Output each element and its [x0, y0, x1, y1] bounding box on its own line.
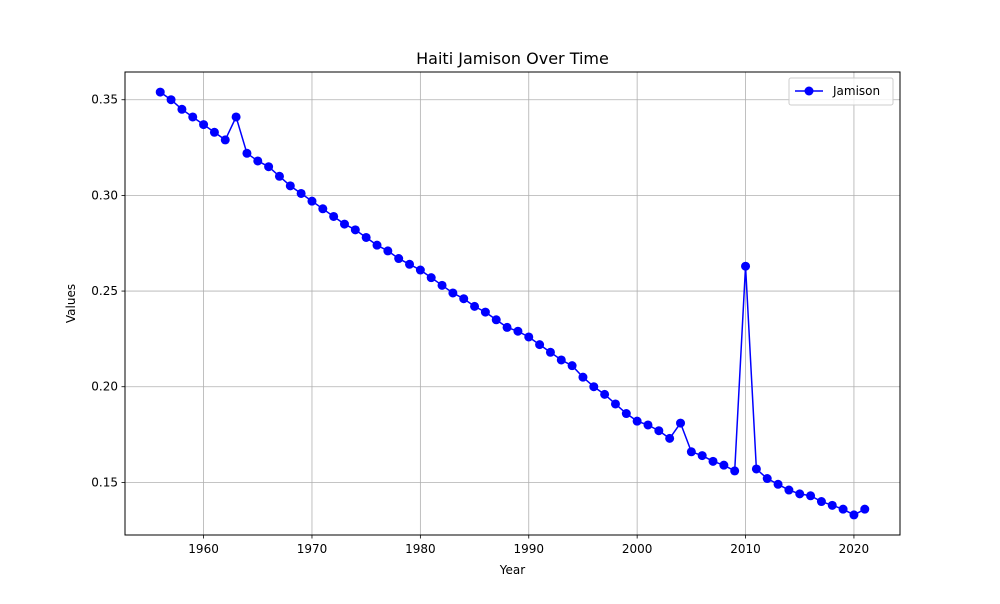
- data-point[interactable]: [545, 347, 555, 357]
- series-line-jamison: [159, 91, 866, 516]
- data-point[interactable]: [199, 120, 209, 130]
- plot-frame: [124, 71, 901, 536]
- x-tick-label: 2000: [622, 542, 653, 556]
- data-point[interactable]: [491, 315, 501, 325]
- data-point[interactable]: [556, 355, 566, 365]
- data-point[interactable]: [448, 288, 458, 298]
- data-point[interactable]: [708, 456, 718, 466]
- y-axis-label: Values: [64, 284, 78, 323]
- data-point[interactable]: [849, 510, 859, 520]
- data-point[interactable]: [318, 204, 328, 214]
- x-tick-label: 1990: [513, 542, 544, 556]
- data-point[interactable]: [405, 259, 415, 269]
- data-point[interactable]: [426, 273, 436, 283]
- legend-label-jamison: Jamison: [832, 84, 880, 98]
- data-point[interactable]: [621, 409, 631, 419]
- data-point[interactable]: [188, 112, 198, 122]
- data-point[interactable]: [567, 361, 577, 371]
- data-point[interactable]: [329, 211, 339, 221]
- y-tick-label: 0.35: [91, 93, 118, 107]
- data-point[interactable]: [480, 307, 490, 317]
- data-point[interactable]: [827, 500, 837, 510]
- data-point[interactable]: [654, 426, 664, 436]
- data-point[interactable]: [741, 261, 751, 271]
- data-point[interactable]: [470, 301, 480, 311]
- data-point[interactable]: [437, 280, 447, 290]
- x-tick-label: 1960: [188, 542, 219, 556]
- data-point[interactable]: [274, 171, 284, 181]
- data-point[interactable]: [361, 232, 371, 242]
- data-point[interactable]: [730, 466, 740, 476]
- y-tick-label: 0.20: [91, 380, 118, 394]
- data-point[interactable]: [535, 340, 545, 350]
- data-point[interactable]: [513, 326, 523, 336]
- data-point[interactable]: [253, 156, 263, 166]
- data-point[interactable]: [589, 382, 599, 392]
- data-point[interactable]: [600, 389, 610, 399]
- data-point[interactable]: [816, 497, 826, 507]
- data-point[interactable]: [676, 418, 686, 428]
- series-layer: [155, 87, 870, 520]
- y-axis-ticks: 0.15 0.20 0.25 0.30 0.35: [91, 93, 125, 489]
- x-tick-label: 2020: [839, 542, 870, 556]
- data-point[interactable]: [795, 489, 805, 499]
- y-tick-label: 0.15: [91, 475, 118, 489]
- data-point[interactable]: [578, 372, 588, 382]
- data-point[interactable]: [231, 112, 241, 122]
- data-point[interactable]: [339, 219, 349, 229]
- data-point[interactable]: [415, 265, 425, 275]
- data-point[interactable]: [350, 225, 360, 235]
- data-point[interactable]: [762, 474, 772, 484]
- data-point[interactable]: [860, 504, 870, 514]
- data-point[interactable]: [697, 451, 707, 461]
- data-point[interactable]: [155, 87, 165, 97]
- data-point[interactable]: [773, 479, 783, 489]
- data-point[interactable]: [806, 491, 816, 501]
- y-tick-label: 0.30: [91, 188, 118, 202]
- data-point[interactable]: [264, 162, 274, 172]
- y-tick-label: 0.25: [91, 284, 118, 298]
- data-point[interactable]: [610, 399, 620, 409]
- data-point[interactable]: [307, 196, 317, 206]
- legend-box: [788, 77, 894, 106]
- data-point[interactable]: [372, 240, 382, 250]
- data-point[interactable]: [838, 504, 848, 514]
- data-point[interactable]: [220, 135, 230, 145]
- x-axis-label: Year: [499, 563, 525, 577]
- data-point[interactable]: [383, 246, 393, 256]
- data-point[interactable]: [524, 332, 534, 342]
- x-tick-label: 2010: [730, 542, 761, 556]
- data-point[interactable]: [502, 322, 512, 332]
- data-point[interactable]: [784, 485, 794, 495]
- data-point[interactable]: [177, 104, 187, 114]
- x-tick-label: 1970: [297, 542, 328, 556]
- legend[interactable]: Jamison: [788, 77, 894, 106]
- chart-title: Haiti Jamison Over Time: [416, 49, 609, 68]
- data-point[interactable]: [665, 433, 675, 443]
- data-point[interactable]: [166, 95, 176, 105]
- x-axis-ticks: 1960 1970 1980 1990 2000 2010 2020: [188, 535, 869, 556]
- data-point[interactable]: [751, 464, 761, 474]
- data-point[interactable]: [459, 294, 469, 304]
- data-point[interactable]: [209, 127, 219, 137]
- data-point[interactable]: [296, 188, 306, 198]
- data-point[interactable]: [686, 447, 696, 457]
- legend-marker-swatch: [804, 86, 814, 96]
- data-point[interactable]: [394, 254, 404, 264]
- data-point[interactable]: [643, 420, 653, 430]
- data-point[interactable]: [285, 181, 295, 191]
- grid-lines: [125, 72, 900, 535]
- data-point[interactable]: [242, 148, 252, 158]
- x-tick-label: 1980: [405, 542, 436, 556]
- data-point[interactable]: [719, 460, 729, 470]
- data-point[interactable]: [632, 416, 642, 426]
